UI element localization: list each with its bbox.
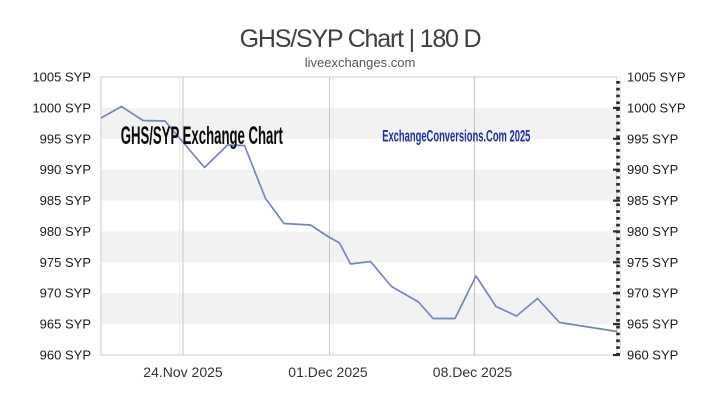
svg-text:980 SYP: 980 SYP	[627, 224, 678, 239]
svg-text:960 SYP: 960 SYP	[627, 348, 678, 363]
svg-text:975 SYP: 975 SYP	[40, 255, 91, 270]
svg-text:GHS/SYP Exchange Chart: GHS/SYP Exchange Chart	[121, 123, 283, 151]
svg-text:965 SYP: 965 SYP	[40, 317, 91, 332]
svg-text:24.Nov 2025: 24.Nov 2025	[143, 364, 223, 380]
svg-text:1000 SYP: 1000 SYP	[627, 100, 686, 115]
svg-text:970 SYP: 970 SYP	[40, 286, 91, 301]
svg-text:960 SYP: 960 SYP	[40, 348, 91, 363]
svg-text:970 SYP: 970 SYP	[627, 286, 678, 301]
svg-text:995 SYP: 995 SYP	[40, 131, 91, 146]
svg-text:ExchangeConversions.Com 2025: ExchangeConversions.Com 2025	[382, 127, 530, 146]
svg-text:liveexchanges.com: liveexchanges.com	[305, 55, 416, 70]
svg-text:975 SYP: 975 SYP	[627, 255, 678, 270]
svg-text:1005 SYP: 1005 SYP	[32, 70, 91, 85]
svg-text:GHS/SYP Chart | 180 D: GHS/SYP Chart | 180 D	[240, 25, 481, 53]
svg-text:985 SYP: 985 SYP	[40, 193, 91, 208]
svg-text:965 SYP: 965 SYP	[627, 317, 678, 332]
svg-text:01.Dec 2025: 01.Dec 2025	[288, 364, 368, 380]
svg-text:1000 SYP: 1000 SYP	[32, 100, 91, 115]
svg-text:08.Dec 2025: 08.Dec 2025	[433, 364, 513, 380]
svg-text:990 SYP: 990 SYP	[627, 162, 678, 177]
svg-text:980 SYP: 980 SYP	[40, 224, 91, 239]
svg-text:995 SYP: 995 SYP	[627, 131, 678, 146]
svg-text:990 SYP: 990 SYP	[40, 162, 91, 177]
svg-text:1005 SYP: 1005 SYP	[627, 70, 686, 85]
svg-text:985 SYP: 985 SYP	[627, 193, 678, 208]
